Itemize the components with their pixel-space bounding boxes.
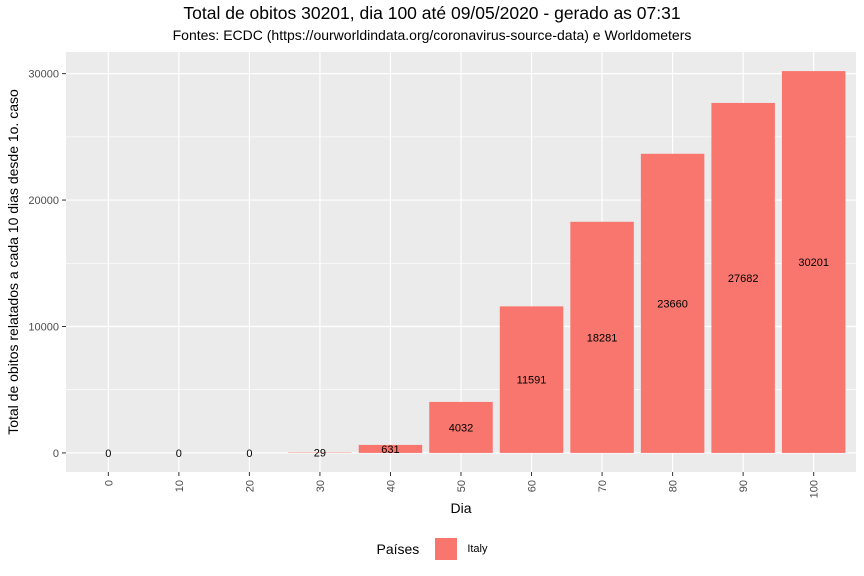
data-label: 0 [246, 448, 252, 460]
y-tick-label: 30000 [28, 69, 59, 81]
x-tick-label: 20 [244, 480, 256, 492]
data-label: 27682 [728, 273, 759, 285]
chart-title: Total de obitos 30201, dia 100 até 09/05… [183, 3, 681, 23]
y-axis-title: Total de obitos relatados a cada 10 dias… [5, 89, 21, 435]
bar [358, 444, 423, 453]
data-label: 29 [314, 448, 326, 460]
x-tick-label: 100 [809, 480, 821, 498]
bar [499, 306, 564, 453]
legend-label-italy: Italy [467, 543, 488, 555]
data-label: 18281 [587, 332, 618, 344]
y-tick-label: 10000 [28, 321, 59, 333]
legend-title: Países [376, 541, 420, 557]
x-tick-label: 0 [103, 480, 115, 486]
x-tick-label: 80 [668, 480, 680, 492]
data-label: 30201 [798, 257, 829, 269]
x-axis-title: Dia [450, 500, 471, 516]
bar [640, 153, 705, 453]
bar [429, 401, 493, 453]
bar [570, 221, 634, 453]
data-label: 23660 [657, 298, 688, 310]
x-tick-label: 60 [527, 480, 539, 492]
data-label: 11591 [517, 375, 547, 387]
x-axis: 0 10 20 30 40 50 60 70 80 90 100 [103, 472, 821, 498]
x-tick-label: 90 [738, 480, 750, 492]
bars [288, 71, 846, 453]
data-labels: 0 0 0 29 631 4032 11591 18281 23660 27682 30201 [105, 257, 829, 460]
data-label: 0 [105, 448, 111, 460]
chart-subtitle: Fontes: ECDC (https://ourworldindata.org… [172, 27, 692, 43]
data-label: 0 [176, 448, 182, 460]
y-tick-label: 0 [53, 448, 59, 460]
bar [711, 102, 775, 453]
x-tick-label: 40 [385, 480, 397, 492]
y-tick-label: 20000 [28, 195, 59, 207]
x-tick-label: 70 [597, 480, 609, 492]
bar [781, 71, 846, 453]
data-label: 631 [381, 444, 399, 456]
x-tick-label: 30 [315, 480, 327, 492]
x-tick-label: 50 [456, 480, 468, 492]
legend: Países Italy [0, 538, 864, 560]
x-tick-label: 10 [174, 480, 186, 492]
legend-key-italy [435, 538, 458, 560]
data-label: 4032 [449, 422, 473, 434]
y-axis: 0 10000 20000 30000 [28, 69, 66, 460]
